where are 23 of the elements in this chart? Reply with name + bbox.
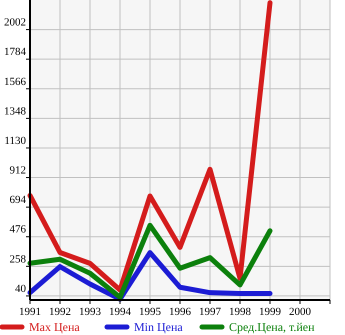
x-tick-label: 1991: [19, 306, 41, 318]
y-tick-label: 476: [10, 224, 26, 236]
x-tick-label: 1993: [79, 306, 102, 318]
y-tick-label: 694: [10, 194, 26, 206]
legend-label: Min Цена: [134, 320, 184, 334]
x-tick-label: 1992: [49, 306, 71, 318]
y-tick-label: 258: [10, 253, 26, 266]
y-tick-label: 1566: [4, 76, 26, 88]
legend-label: Сред.Цена, т.йен: [229, 320, 316, 334]
y-tick-label: 40: [15, 282, 26, 295]
x-tick-label: 1998: [229, 306, 252, 318]
x-tick-label: 1999: [259, 306, 282, 318]
x-tick-label: 1995: [139, 306, 162, 318]
y-tick-label: 1348: [4, 105, 26, 118]
x-tick-label: 1996: [169, 306, 192, 318]
x-tick-label: 1994: [109, 306, 132, 318]
y-tick-label: 1784: [4, 46, 26, 58]
legend-label: Max Цена: [29, 320, 80, 334]
y-tick-label: 1130: [4, 134, 26, 147]
y-tick-label: 2002: [4, 16, 26, 29]
x-tick-label: 1997: [199, 306, 222, 318]
x-tick-label: 2000: [289, 306, 312, 318]
y-tick-label: 912: [10, 164, 26, 177]
